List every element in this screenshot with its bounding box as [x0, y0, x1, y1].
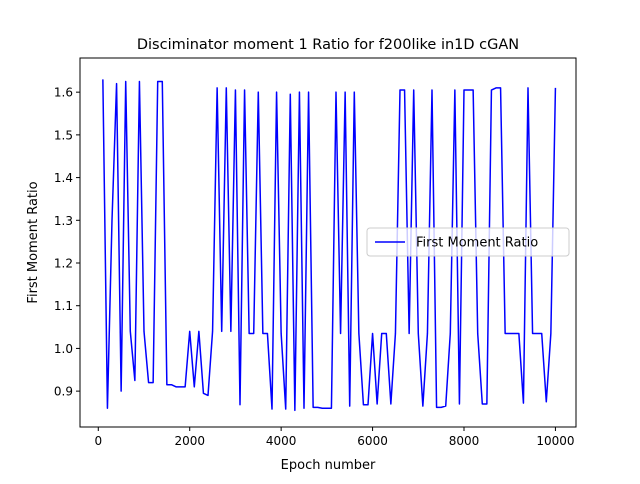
y-tick-label: 1.1: [54, 299, 73, 313]
chart-title: Disciminator moment 1 Ratio for f200like…: [137, 37, 519, 53]
y-tick-label: 1.0: [54, 342, 73, 356]
x-tick-label: 0: [94, 434, 102, 448]
legend: First Moment Ratio: [366, 227, 570, 257]
x-tick-label: 4000: [266, 434, 297, 448]
y-tick-label: 1.2: [54, 257, 73, 271]
legend-entry: First Moment Ratio: [416, 236, 538, 251]
x-tick-label: 6000: [357, 434, 388, 448]
plot-area: [79, 57, 577, 428]
x-tick-label: 10000: [536, 434, 574, 448]
y-tick-label: 0.9: [54, 385, 73, 399]
x-axis: 0 2000 4000 6000 8000 10000: [94, 427, 575, 448]
y-tick-label: 1.3: [54, 214, 73, 228]
x-tick-label: 8000: [449, 434, 480, 448]
x-tick-label: 2000: [174, 434, 205, 448]
y-tick-label: 1.6: [54, 86, 73, 100]
x-axis-label: Epoch number: [281, 458, 376, 473]
plot-frame: [79, 57, 577, 428]
y-axis: 0.9 1.0 1.1 1.2 1.3 1.4 1.5 1.6: [54, 86, 80, 399]
series-line-0: [102, 79, 557, 412]
y-tick-label: 1.4: [54, 171, 73, 185]
y-axis-label: First Moment Ratio: [26, 181, 41, 303]
y-tick-label: 1.5: [54, 128, 73, 142]
legend-box: [366, 227, 570, 257]
